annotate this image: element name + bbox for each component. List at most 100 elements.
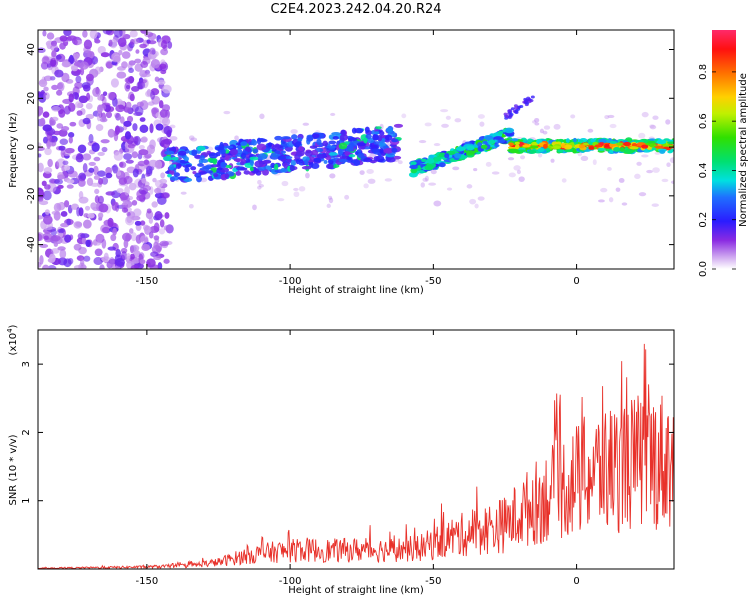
- spectral-blob: [48, 253, 56, 263]
- spectral-blob: [372, 133, 379, 141]
- spectral-blob: [504, 127, 515, 134]
- spectral-blob: [75, 154, 84, 163]
- spectral-blob: [115, 257, 125, 267]
- spectral-blob: [196, 145, 206, 151]
- spectral-blob: [93, 257, 103, 266]
- spectral-blob: [69, 121, 77, 127]
- spectral-blob: [51, 84, 59, 90]
- spectral-blob: [604, 143, 610, 148]
- spectral-blob: [258, 183, 264, 188]
- spectral-blob: [100, 139, 110, 144]
- spectral-blob: [212, 159, 218, 165]
- spectral-blob: [92, 241, 102, 246]
- spectral-blob: [51, 116, 59, 122]
- spectral-blob: [73, 221, 83, 229]
- spectral-blob: [138, 149, 149, 156]
- spectral-blob: [56, 82, 64, 90]
- spectral-blob: [327, 195, 333, 200]
- spectral-blob: [129, 245, 135, 254]
- spectral-blob: [101, 146, 108, 153]
- spectral-blob: [666, 162, 671, 167]
- spectral-blob: [513, 165, 521, 171]
- spectral-blob: [281, 180, 289, 187]
- spectral-blob: [128, 182, 137, 191]
- spectral-blob: [543, 125, 551, 130]
- spectral-blob: [409, 164, 418, 170]
- spectral-blob: [150, 58, 161, 69]
- spectral-blob: [485, 161, 492, 167]
- spectral-blob: [94, 248, 103, 257]
- spectral-blob: [57, 228, 65, 234]
- spectral-blob: [46, 140, 51, 150]
- spectral-blob: [73, 61, 81, 67]
- spectral-blob: [441, 123, 449, 128]
- spectral-blob: [148, 217, 153, 224]
- spectral-blob: [274, 150, 281, 154]
- spectral-blob: [99, 264, 105, 269]
- spectral-blob: [369, 153, 377, 157]
- spectral-blob: [169, 124, 176, 129]
- spectral-blob: [88, 167, 95, 173]
- spectral-blob: [101, 226, 110, 234]
- spectral-blob: [239, 161, 245, 166]
- x-tick-label: -100: [279, 576, 302, 587]
- colorbar-tick-label: 0.4: [698, 162, 709, 178]
- spectral-blob: [484, 135, 494, 141]
- spectral-blob: [200, 155, 205, 161]
- spectrogram-ylabel: Frequency (Hz): [8, 112, 19, 188]
- spectral-blob: [391, 147, 398, 153]
- spectral-blob: [328, 159, 333, 164]
- spectral-blob: [167, 41, 173, 49]
- spectral-blob: [124, 82, 131, 92]
- spectral-blob: [83, 255, 91, 262]
- spectral-blob: [154, 187, 162, 194]
- spectral-blob: [646, 169, 653, 174]
- spectral-blob: [86, 92, 91, 101]
- spectral-blob: [298, 186, 306, 192]
- spectral-blob: [433, 143, 441, 147]
- spectral-blob: [107, 91, 116, 101]
- spectral-blob: [310, 162, 320, 169]
- spectral-blob: [338, 142, 348, 150]
- spectral-blob: [61, 72, 70, 83]
- spectral-blob: [147, 101, 155, 106]
- spectral-blob: [132, 38, 140, 45]
- spectral-blob: [58, 109, 66, 118]
- spectral-blob: [375, 126, 382, 130]
- spectral-blob: [138, 144, 145, 150]
- spectral-blob: [77, 178, 86, 187]
- spectral-blob: [118, 161, 127, 169]
- spectral-blob: [44, 184, 51, 190]
- spectral-blob: [424, 175, 429, 182]
- spectral-blob: [168, 164, 175, 171]
- spectral-blob: [590, 138, 596, 143]
- y-tick-label: -20: [26, 188, 37, 204]
- x-tick-label: -50: [425, 276, 441, 287]
- spectral-blob: [507, 157, 515, 161]
- spectral-blob: [132, 168, 139, 178]
- snr-xlabel: Height of straight line (km): [288, 585, 424, 596]
- snr-multiplier: (x104): [6, 324, 19, 355]
- spectral-blob: [134, 58, 142, 64]
- spectral-blob: [600, 187, 608, 193]
- spectral-blob: [163, 138, 173, 145]
- spectral-blob: [305, 172, 310, 179]
- spectral-blob: [97, 195, 104, 204]
- snr-ylabel: SNR (10 * v/v): [8, 434, 19, 505]
- spectral-blob: [188, 135, 195, 141]
- spectral-blob: [162, 84, 172, 94]
- spectral-blob: [497, 130, 504, 135]
- spectral-blob: [619, 147, 625, 152]
- spectral-blob: [127, 195, 134, 201]
- spectral-blob: [44, 225, 53, 231]
- spectral-blob: [348, 154, 356, 158]
- spectral-blob: [118, 104, 124, 110]
- spectral-blob: [328, 140, 337, 145]
- spectral-blob: [43, 92, 50, 100]
- spectral-blob: [543, 143, 548, 149]
- spectral-blob: [277, 155, 286, 160]
- spectral-blob: [424, 122, 432, 127]
- spectral-blob: [359, 170, 365, 175]
- spectral-blob: [59, 249, 67, 259]
- spectral-blob: [41, 56, 50, 65]
